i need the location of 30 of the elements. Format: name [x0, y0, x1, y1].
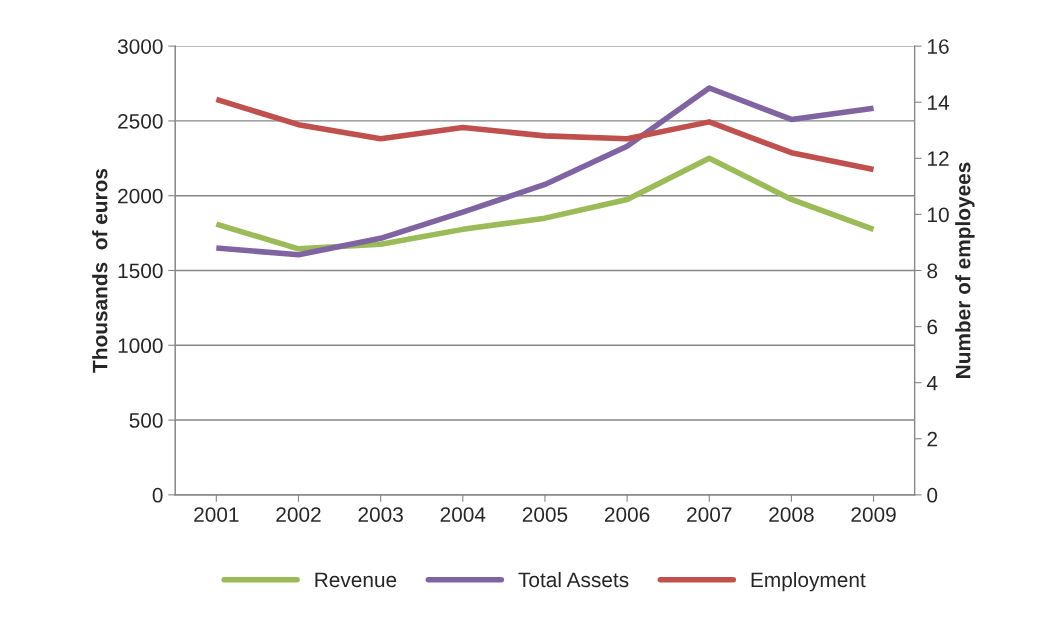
y-tick-label: 2000	[118, 188, 163, 204]
x-tick-label: 2008	[769, 507, 814, 522]
x-tick-label: 2005	[522, 507, 568, 522]
y-tick-label: 500	[129, 413, 163, 428]
y-axis-title: Thousands of euros	[92, 168, 108, 373]
x-tick-label: 2007	[687, 507, 732, 522]
y-tick-label: 1000	[118, 338, 163, 354]
y2-axis-title: Number of employees	[955, 162, 975, 378]
x-tick-label: 2003	[358, 507, 403, 522]
x-tick-label: 2004	[440, 507, 486, 522]
x-tick-label: 2009	[851, 507, 896, 522]
y2-tick-label: 4	[926, 375, 938, 391]
y-tick-label: 2500	[118, 113, 163, 129]
y-tick-label: 1500	[118, 263, 163, 279]
y2-tick-label: 2	[927, 431, 937, 447]
x-tick-label: 2002	[276, 507, 321, 522]
y2-tick-label: 16	[928, 39, 949, 54]
y2-tick-label: 12	[928, 151, 949, 166]
y2-tick-label: 6	[927, 319, 938, 335]
legend-label: Total Assets	[518, 571, 629, 588]
y-tick-label: 3000	[117, 39, 163, 54]
x-tick-label: 2001	[194, 507, 239, 522]
y2-tick-label: 8	[927, 263, 938, 279]
x-tick-label: 2006	[604, 507, 650, 522]
y-tick-label: 0	[152, 487, 163, 503]
legend-label: Employment	[751, 571, 866, 592]
y2-tick-label: 10	[928, 207, 949, 223]
y2-tick-label: 0	[927, 487, 938, 503]
y2-tick-label: 14	[928, 95, 949, 110]
legend-label: Revenue	[315, 572, 397, 588]
